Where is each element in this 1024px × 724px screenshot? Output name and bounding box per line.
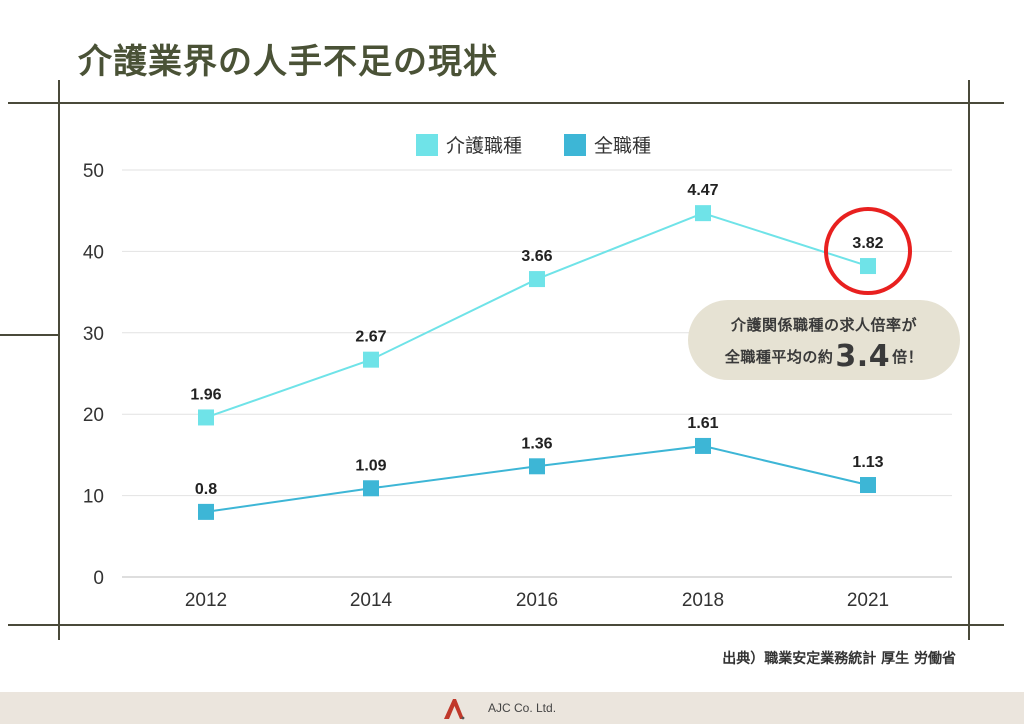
frame-top-line: [8, 102, 1004, 104]
company-logo-icon: [444, 699, 465, 720]
data-point-marker: [529, 458, 545, 475]
data-label: 0.8: [195, 481, 217, 498]
data-point-marker: [198, 409, 214, 426]
x-tick-label: 2014: [350, 590, 393, 611]
data-label: 1.96: [190, 386, 221, 403]
source-note: 出典）職業安定業務統計 厚生 労働省: [722, 651, 956, 667]
data-point-marker: [860, 258, 876, 275]
callout-bubble: 介護関係職種の求人倍率が 全職種平均の約3.4 倍！: [688, 300, 960, 380]
data-label: 1.13: [852, 454, 883, 471]
data-point-marker: [860, 477, 876, 494]
data-point-marker: [198, 503, 214, 520]
series-line: [205, 444, 869, 513]
data-point-marker: [695, 437, 711, 454]
data-point-marker: [363, 351, 379, 368]
legend-label: 全職種: [594, 135, 651, 157]
callout-line1: 介護関係職種の求人倍率が: [730, 316, 917, 334]
x-tick-label: 2021: [847, 590, 889, 611]
x-tick-label: 2018: [682, 590, 724, 611]
y-tick-label: 50: [83, 161, 104, 182]
data-label: 1.36: [521, 435, 552, 452]
data-label: 3.66: [521, 248, 552, 265]
line-chart: 0 10 20 30 40 50 2012 2014 2016 2018 2021 1.96 2.67 3…: [83, 134, 952, 611]
legend-swatch: [564, 134, 586, 156]
frame-left-tick: [0, 334, 58, 336]
y-tick-label: 10: [83, 487, 104, 508]
legend-swatch: [416, 134, 438, 156]
page-title: 介護業界の人手不足の現状: [78, 42, 498, 82]
data-label: 1.61: [687, 415, 718, 432]
callout-line2-pre: 全職種平均の約: [724, 348, 834, 366]
frame-left-line: [58, 80, 60, 640]
data-label: 1.09: [355, 457, 386, 474]
footer-bar: AJC Co. Ltd.: [0, 692, 1024, 724]
callout-line2: 全職種平均の約3.4 倍！: [688, 339, 960, 374]
highlight-circle: [824, 207, 912, 296]
y-tick-label: 30: [83, 324, 104, 345]
y-tick-label: 20: [83, 405, 104, 426]
x-tick-label: 2012: [185, 590, 227, 611]
x-tick-label: 2016: [516, 590, 558, 611]
data-point-marker: [363, 480, 379, 497]
data-point-marker: [695, 205, 711, 222]
callout-line2-post: 倍！: [892, 348, 924, 366]
legend-label: 介護職種: [446, 135, 522, 157]
frame-bottom-line: [8, 624, 1004, 626]
frame-right-line: [968, 80, 970, 640]
data-label: 2.67: [355, 329, 386, 346]
data-point-marker: [529, 271, 545, 288]
callout-big-number: 3.4: [835, 339, 891, 374]
data-label: 3.82: [852, 235, 883, 252]
y-tick-label: 0: [93, 568, 104, 589]
data-label: 4.47: [687, 182, 718, 199]
company-name: AJC Co. Ltd.: [488, 701, 557, 715]
y-tick-label: 40: [83, 242, 104, 263]
